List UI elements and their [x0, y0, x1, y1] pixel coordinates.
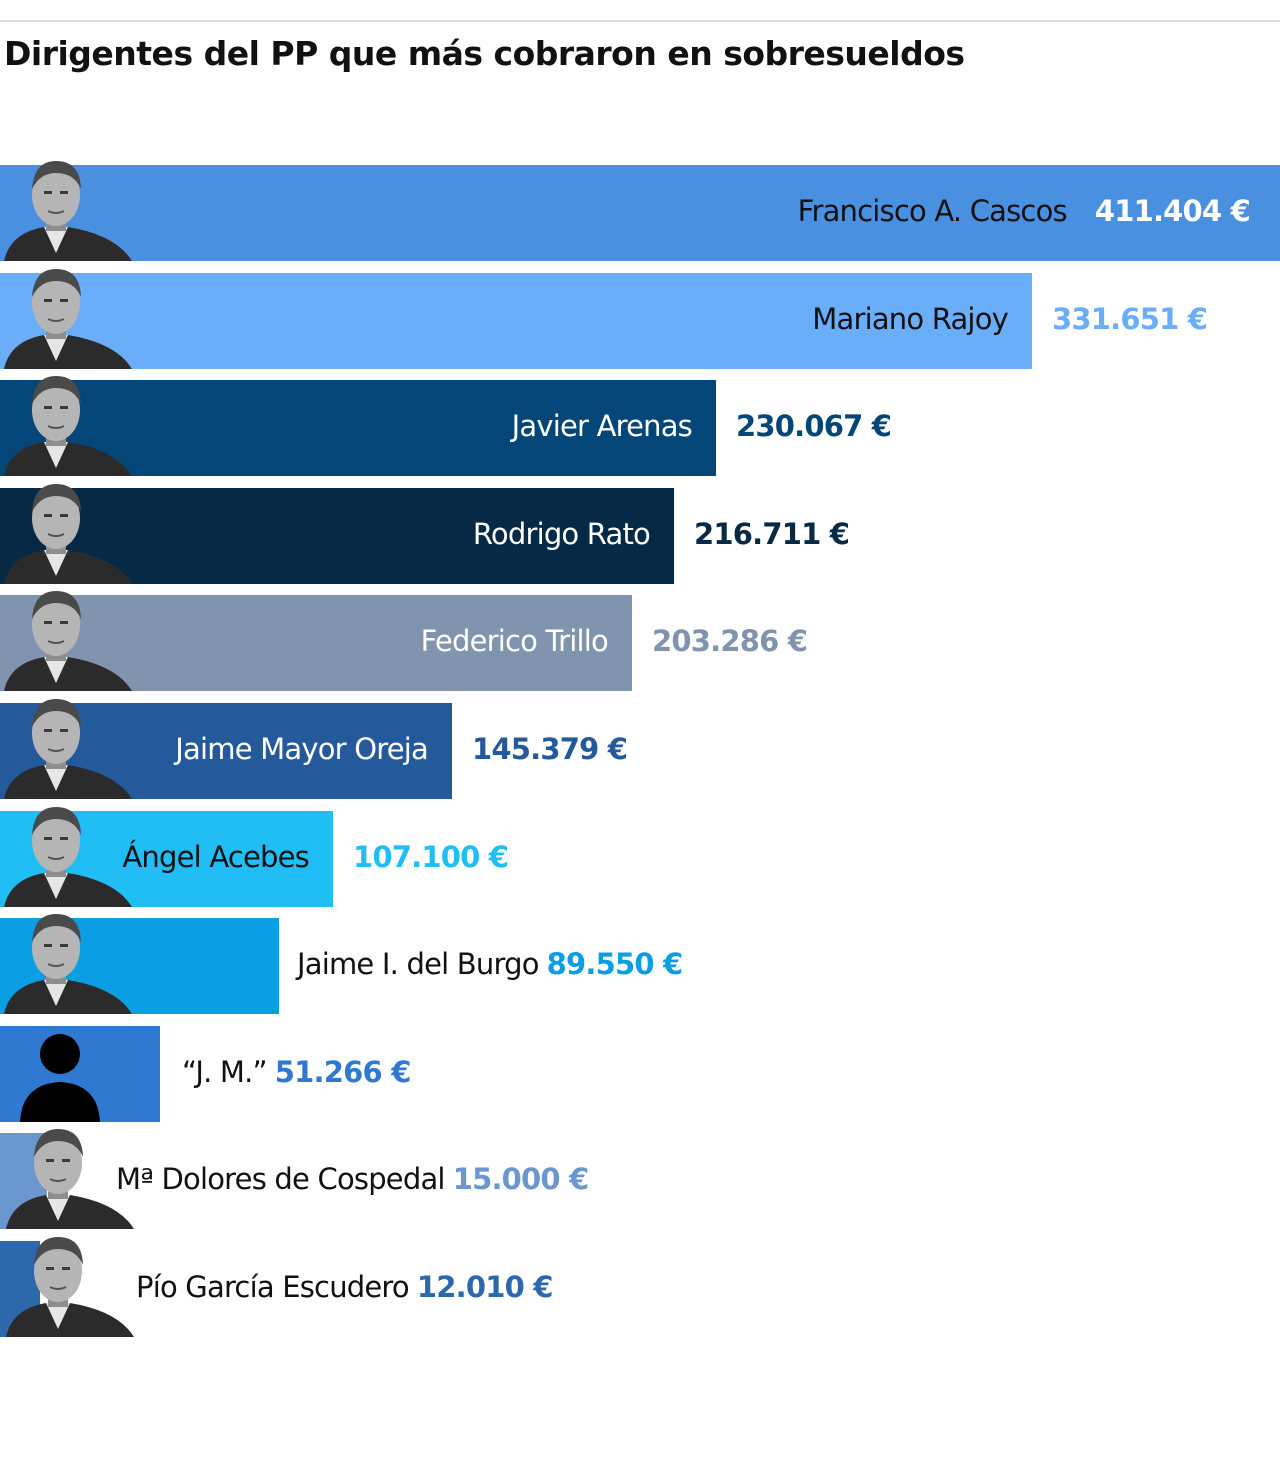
- bar-value-label: 331.651 €: [1052, 302, 1208, 336]
- bar-value-label: 12.010 €: [416, 1270, 554, 1304]
- bar-value-label: 89.550 €: [546, 947, 684, 981]
- bar-value-label: 145.379 €: [472, 732, 628, 766]
- bar-name-label: Jaime Mayor Oreja: [175, 732, 429, 766]
- bar-name-label: Javier Arenas: [511, 409, 693, 443]
- bar-name-label: Rodrigo Rato: [472, 517, 651, 551]
- bar-value-label: 230.067 €: [736, 409, 892, 443]
- person-photo: [4, 914, 132, 1014]
- bar-value-label: 216.711 €: [694, 517, 850, 551]
- person-photo: [4, 161, 132, 261]
- top-rule: [0, 20, 1280, 22]
- person-photo: [4, 376, 132, 476]
- bar-value-label: 203.286 €: [652, 624, 808, 658]
- bar-name-label: Mª Dolores de Cospedal: [116, 1162, 445, 1196]
- bar-value-label: 51.266 €: [274, 1055, 412, 1089]
- bar-name-label: Federico Trillo: [420, 624, 609, 658]
- chart-title: Dirigentes del PP que más cobraron en so…: [4, 34, 965, 73]
- bar-name-label: Jaime I. del Burgo: [297, 947, 539, 981]
- person-photo: [4, 699, 132, 799]
- person-silhouette-icon: [20, 1034, 100, 1122]
- bar-value-label: 107.100 €: [353, 840, 509, 874]
- bar-3: [0, 380, 716, 476]
- bar-name-label: Pío García Escudero: [136, 1270, 410, 1304]
- person-photo: [4, 807, 132, 907]
- person-photo: [6, 1237, 134, 1337]
- person-photo: [4, 269, 132, 369]
- bar-name-label: Francisco A. Cascos: [797, 194, 1068, 228]
- person-photo: [4, 591, 132, 691]
- bar-name-label: Ángel Acebes: [122, 840, 309, 874]
- person-photo: [4, 484, 132, 584]
- person-photo: [6, 1129, 134, 1229]
- bar-1: [0, 165, 1280, 261]
- bar-value-label: 411.404 €: [1094, 194, 1251, 228]
- bar-name-label: Mariano Rajoy: [812, 302, 1009, 336]
- bar-value-label: 15.000 €: [452, 1162, 590, 1196]
- bar-2: [0, 273, 1032, 369]
- bar-name-label: “J. M.”: [182, 1055, 268, 1089]
